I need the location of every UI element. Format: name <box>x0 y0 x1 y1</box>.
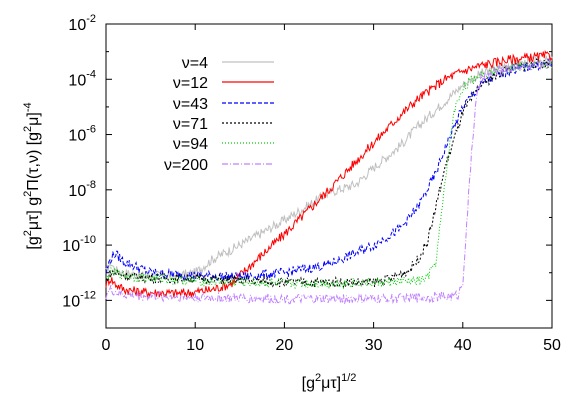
x-tick-label: 20 <box>276 337 294 354</box>
plot-frame <box>105 23 553 329</box>
x-tick-label: 30 <box>365 337 383 354</box>
y-tick-label: 10-8 <box>68 179 96 200</box>
legend: ν=4 ν=12 ν=43 ν=71 ν=94 ν=200 <box>164 55 274 174</box>
legend-label: ν=71 <box>173 116 208 133</box>
legend-label: ν=4 <box>182 55 208 72</box>
y-tick-label: 10-10 <box>62 234 96 255</box>
legend-label: ν=94 <box>173 136 208 153</box>
x-tick-label: 40 <box>454 337 472 354</box>
y-tick-label: 10-4 <box>68 68 96 89</box>
y-tick-label: 10-12 <box>62 289 96 310</box>
x-tick-label: 50 <box>543 337 561 354</box>
tick-layer <box>105 23 553 329</box>
legend-label: ν=43 <box>173 96 208 113</box>
series-layer <box>105 50 553 305</box>
series-line <box>105 58 553 289</box>
y-tick-label: 10-6 <box>68 124 96 145</box>
x-tick-label: 10 <box>186 337 204 354</box>
legend-label: ν=12 <box>173 75 208 92</box>
x-tick-label: 0 <box>102 337 111 354</box>
legend-label: ν=200 <box>164 157 208 174</box>
y-tick-labels: 10-12 10-10 10-8 10-6 10-4 10-2 <box>62 13 96 310</box>
series-line <box>105 58 553 282</box>
series-line <box>105 50 553 299</box>
y-tick-label: 10-2 <box>68 13 96 34</box>
y-axis-label: [g2μτ] g2Π(τ,ν) [g2μ]-4 <box>22 102 42 249</box>
series-line <box>105 58 553 290</box>
series-line <box>105 58 553 305</box>
x-axis-label: [g2μτ]1/2 <box>302 372 357 392</box>
x-tick-labels: 0 10 20 30 40 50 <box>102 337 561 354</box>
